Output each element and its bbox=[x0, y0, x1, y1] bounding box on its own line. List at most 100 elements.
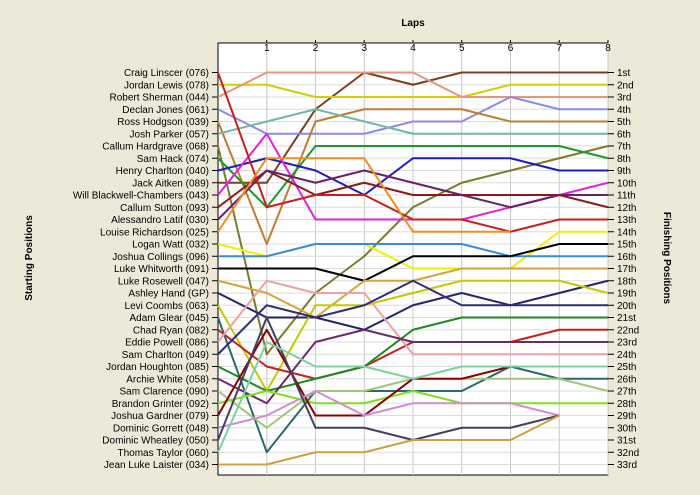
driver-label: Thomas Taylor (060) bbox=[117, 448, 209, 459]
finish-position-label: 28th bbox=[617, 399, 636, 410]
series-line bbox=[217, 279, 608, 356]
driver-label: Alessandro Latif (030) bbox=[111, 215, 209, 226]
finish-position-label: 33rd bbox=[617, 460, 637, 471]
finish-position-label: 30th bbox=[617, 423, 636, 434]
finishing-position-labels: 1st2nd3rd4th5th6th7th8th9th10th11th12th1… bbox=[617, 68, 639, 471]
finish-position-label: 13th bbox=[617, 215, 636, 226]
series-line bbox=[217, 108, 608, 135]
x-tick-label: 2 bbox=[313, 43, 319, 54]
driver-label: Archie White (058) bbox=[126, 374, 209, 385]
series-line bbox=[217, 316, 560, 441]
driver-label: Dominic Wheatley (050) bbox=[102, 436, 209, 447]
finish-position-label: 2nd bbox=[617, 80, 634, 91]
driver-label: Henry Charlton (040) bbox=[116, 166, 209, 177]
x-tick-label: 5 bbox=[459, 43, 465, 54]
driver-label: Adam Glear (045) bbox=[130, 313, 209, 324]
series-line bbox=[217, 145, 609, 356]
finish-position-label: 27th bbox=[617, 387, 636, 398]
driver-label: Eddie Powell (086) bbox=[125, 338, 209, 349]
finish-position-label: 21st bbox=[617, 313, 636, 324]
series-line bbox=[217, 279, 609, 392]
finish-position-label: 22nd bbox=[617, 325, 639, 336]
series-line bbox=[217, 71, 608, 98]
starting-position-labels: Craig Linscer (076)Jordan Lewis (078) Rob… bbox=[73, 68, 209, 471]
driver-label: Brandon Grinter (092) bbox=[112, 399, 209, 410]
series-lines bbox=[217, 71, 609, 466]
finish-position-label: 10th bbox=[617, 178, 636, 189]
driver-label: Craig Linscer (076) bbox=[124, 68, 209, 79]
y-axis-title-right: Finishing Positions bbox=[661, 212, 672, 305]
x-tick-label: 4 bbox=[410, 43, 416, 54]
x-tick-label: 3 bbox=[361, 43, 367, 54]
driver-label: Dominic Gorrett (048) bbox=[113, 423, 209, 434]
driver-label: Louise Richardson (025) bbox=[100, 227, 209, 238]
finish-position-label: 26th bbox=[617, 374, 636, 385]
driver-label: Callum Sutton (093) bbox=[120, 203, 209, 214]
driver-label: Jordan Lewis (078) bbox=[124, 80, 209, 91]
finish-position-label: 14th bbox=[617, 227, 636, 238]
finish-position-label: 4th bbox=[617, 105, 631, 116]
driver-label: Luke Rosewell (047) bbox=[118, 276, 209, 287]
finish-position-label: 31st bbox=[617, 436, 636, 447]
x-tick-label: 6 bbox=[508, 43, 514, 54]
finish-position-label: 20th bbox=[617, 301, 636, 312]
driver-label: Sam Charlton (049) bbox=[122, 350, 209, 361]
finish-position-label: 12th bbox=[617, 203, 636, 214]
x-tick-labels: 1 2 3 4 5 6 7 8 bbox=[264, 43, 611, 54]
finish-position-label: 32nd bbox=[617, 448, 639, 459]
driver-label: Jean Luke Laister (034) bbox=[104, 460, 209, 471]
series-line bbox=[217, 316, 608, 392]
finish-position-label: 16th bbox=[617, 252, 636, 263]
series-line bbox=[217, 279, 609, 331]
x-tick-label: 7 bbox=[556, 43, 562, 54]
x-tick-label: 8 bbox=[605, 43, 611, 54]
driver-label: Levi Coombs (063) bbox=[125, 301, 209, 312]
driver-label: Jordan Houghton (085) bbox=[106, 362, 209, 373]
series-line bbox=[217, 390, 560, 429]
driver-label: Ashley Hand (GP) bbox=[128, 289, 209, 300]
driver-label: Logan Watt (032) bbox=[132, 240, 209, 251]
finish-position-label: 23rd bbox=[617, 338, 637, 349]
series-line bbox=[217, 169, 609, 209]
series-line bbox=[217, 341, 608, 453]
series-line bbox=[218, 414, 560, 466]
series-line bbox=[217, 157, 511, 233]
driver-label: Josh Parker (057) bbox=[130, 129, 209, 140]
series-line bbox=[218, 83, 608, 98]
finish-position-label: 15th bbox=[617, 240, 636, 251]
driver-label: Luke Whitworth (091) bbox=[114, 264, 209, 275]
driver-label: Ross Hodgson (039) bbox=[117, 117, 209, 128]
driver-label: Robert Sherman (044) bbox=[110, 93, 210, 104]
finish-position-label: 7th bbox=[617, 142, 631, 153]
series-line bbox=[217, 72, 608, 233]
finish-position-label: 18th bbox=[617, 276, 636, 287]
series-line bbox=[217, 96, 608, 135]
finish-position-label: 3rd bbox=[617, 93, 631, 104]
finish-position-label: 11th bbox=[617, 191, 636, 202]
driver-label: Chad Ryan (082) bbox=[133, 325, 209, 336]
finish-position-label: 17th bbox=[617, 264, 636, 275]
finish-position-label: 9th bbox=[617, 166, 631, 177]
finish-position-label: 8th bbox=[617, 154, 631, 165]
finish-position-label: 19th bbox=[617, 289, 636, 300]
driver-label: Jack Aitken (089) bbox=[132, 178, 209, 189]
driver-label: Sam Hack (074) bbox=[137, 154, 209, 165]
finish-position-label: 6th bbox=[617, 129, 631, 140]
driver-label: Sam Clarence (090) bbox=[120, 387, 209, 398]
y-axis-title-left: Starting Positions bbox=[24, 215, 35, 301]
driver-label: Callum Hardgrave (068) bbox=[102, 142, 209, 153]
finish-position-label: 1st bbox=[617, 68, 631, 79]
series-line bbox=[217, 279, 608, 355]
finish-position-label: 25th bbox=[617, 362, 636, 373]
series-line bbox=[218, 243, 608, 258]
series-line bbox=[217, 169, 608, 221]
driver-label: Declan Jones (061) bbox=[122, 105, 209, 116]
driver-label: Will Blackwell-Chambers (043) bbox=[73, 191, 209, 202]
finish-position-label: 29th bbox=[617, 411, 636, 422]
series-line bbox=[217, 390, 608, 405]
finish-position-label: 24th bbox=[617, 350, 636, 361]
series-line bbox=[217, 328, 608, 405]
series-line bbox=[218, 243, 608, 282]
finish-position-label: 5th bbox=[617, 117, 631, 128]
